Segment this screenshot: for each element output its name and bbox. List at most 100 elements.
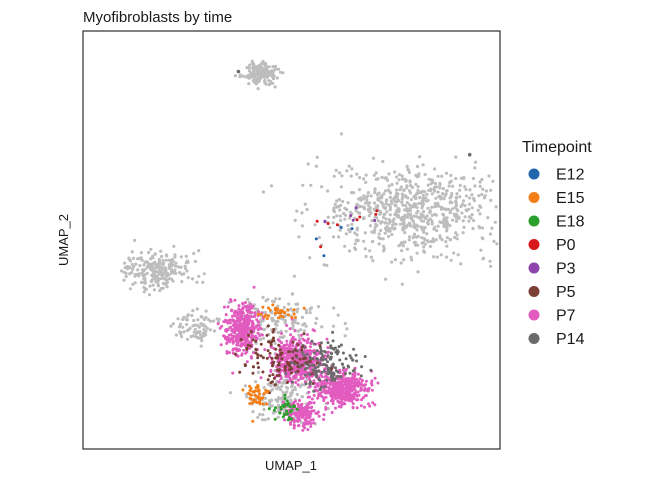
plot-panel bbox=[82, 30, 501, 450]
background-point bbox=[395, 188, 399, 192]
background-point bbox=[418, 155, 422, 159]
point-p7 bbox=[280, 332, 283, 335]
background-point bbox=[281, 317, 285, 321]
background-point bbox=[451, 218, 455, 222]
background-point bbox=[400, 192, 404, 196]
background-point bbox=[454, 212, 458, 217]
point-p7 bbox=[318, 391, 322, 395]
background-point bbox=[460, 211, 464, 215]
background-point bbox=[433, 202, 437, 206]
background-point bbox=[445, 189, 449, 193]
point-p7 bbox=[250, 356, 253, 360]
background-point bbox=[414, 182, 418, 186]
point-p7 bbox=[303, 370, 307, 374]
background-point bbox=[366, 191, 370, 195]
background-point bbox=[353, 246, 357, 250]
background-point bbox=[383, 231, 387, 235]
background-point bbox=[355, 233, 359, 237]
legend-title: Timepoint bbox=[522, 139, 592, 156]
point-p7 bbox=[292, 426, 296, 430]
background-point bbox=[252, 75, 256, 79]
background-point bbox=[387, 234, 391, 239]
background-point bbox=[348, 230, 352, 234]
background-point bbox=[418, 195, 422, 200]
background-point bbox=[412, 232, 417, 236]
point-p7 bbox=[243, 334, 246, 337]
background-point bbox=[405, 201, 409, 205]
point-p7 bbox=[248, 315, 251, 318]
point-p7 bbox=[301, 413, 305, 416]
point-p7 bbox=[355, 406, 359, 410]
background-point bbox=[373, 215, 377, 219]
x-axis-label: UMAP_1 bbox=[265, 458, 317, 473]
point-p14 bbox=[284, 372, 288, 376]
point-p7 bbox=[222, 305, 226, 309]
background-point bbox=[147, 251, 151, 255]
point-p5 bbox=[277, 343, 281, 347]
background-point bbox=[181, 325, 185, 329]
background-point bbox=[409, 224, 413, 228]
background-point bbox=[285, 386, 290, 390]
point-p7 bbox=[238, 310, 242, 314]
background-point bbox=[192, 318, 196, 323]
background-point bbox=[179, 265, 183, 269]
background-point bbox=[400, 200, 404, 204]
background-point bbox=[398, 222, 402, 226]
point-p7 bbox=[244, 330, 248, 334]
point-e15 bbox=[302, 306, 306, 310]
background-point bbox=[151, 256, 155, 260]
point-p7 bbox=[299, 377, 303, 381]
background-point bbox=[415, 251, 419, 255]
background-point bbox=[295, 392, 299, 397]
background-point bbox=[145, 271, 149, 275]
background-point bbox=[384, 202, 388, 206]
point-p7 bbox=[353, 380, 357, 384]
point-p5 bbox=[257, 366, 260, 369]
point-e15 bbox=[265, 390, 269, 394]
background-point bbox=[290, 383, 294, 387]
background-point bbox=[295, 310, 299, 314]
background-point bbox=[282, 305, 286, 310]
background-point bbox=[463, 215, 467, 219]
background-point bbox=[264, 63, 268, 67]
point-p14 bbox=[316, 358, 320, 361]
point-p7 bbox=[252, 330, 256, 334]
background-point bbox=[386, 188, 390, 192]
point-p7 bbox=[299, 403, 303, 407]
background-point bbox=[256, 415, 260, 419]
background-point bbox=[196, 318, 200, 322]
point-e15 bbox=[258, 392, 261, 396]
point-p7 bbox=[325, 337, 329, 341]
point-p7 bbox=[250, 319, 254, 323]
point-p14 bbox=[355, 359, 359, 363]
background-point bbox=[384, 199, 388, 203]
background-point bbox=[393, 170, 397, 174]
background-point bbox=[470, 206, 474, 210]
point-e15 bbox=[268, 308, 272, 312]
point-p7 bbox=[244, 301, 247, 304]
point-p7 bbox=[276, 338, 280, 342]
point-p5 bbox=[330, 367, 334, 371]
background-point bbox=[185, 337, 190, 341]
point-p5 bbox=[271, 364, 274, 368]
background-point bbox=[441, 192, 445, 196]
point-p7 bbox=[253, 312, 257, 316]
background-point bbox=[300, 383, 304, 387]
point-e12 bbox=[350, 227, 354, 231]
point-p5 bbox=[266, 349, 270, 353]
background-point bbox=[452, 235, 457, 240]
background-point bbox=[415, 191, 420, 195]
background-point bbox=[197, 325, 201, 329]
background-point bbox=[138, 264, 142, 268]
background-point bbox=[217, 317, 221, 321]
background-point bbox=[277, 403, 281, 407]
point-e15 bbox=[265, 317, 269, 321]
background-point bbox=[271, 387, 275, 391]
point-p14 bbox=[339, 375, 343, 379]
point-p7 bbox=[306, 421, 310, 425]
background-point bbox=[159, 277, 163, 281]
background-point bbox=[293, 318, 297, 322]
point-p5 bbox=[270, 356, 274, 360]
point-p7 bbox=[283, 355, 287, 359]
point-p7 bbox=[282, 343, 286, 347]
